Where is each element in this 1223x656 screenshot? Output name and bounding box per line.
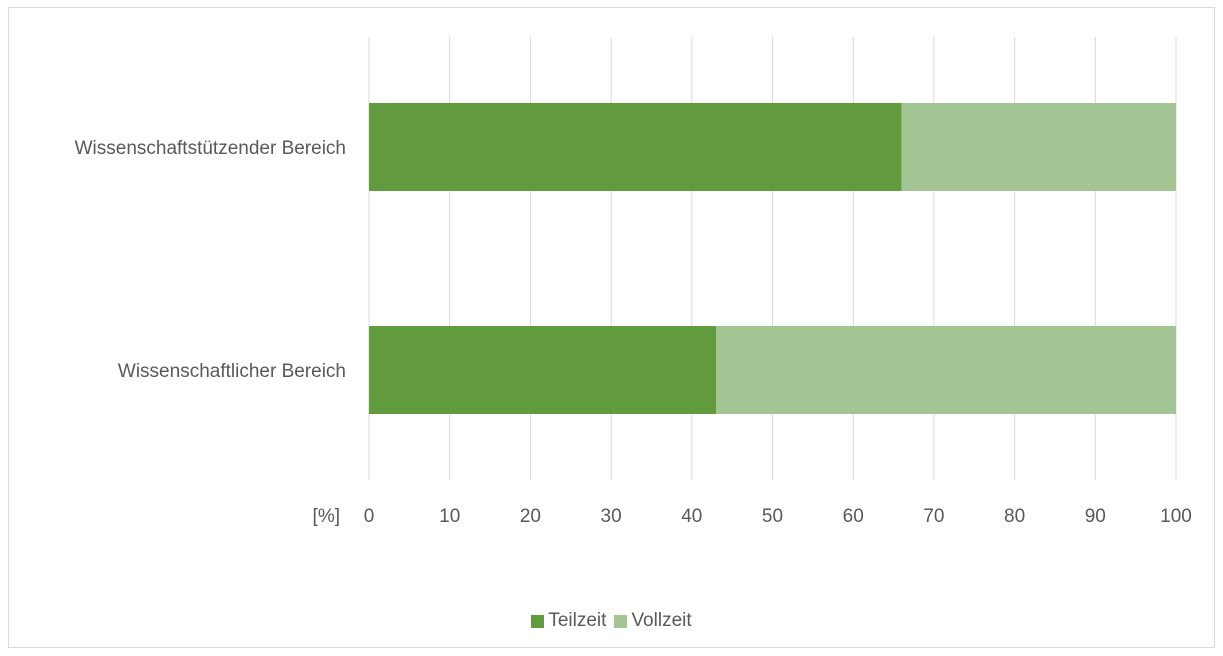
bars [369,103,1176,414]
category-label-1: Wissenschaftlicher Bereich [118,361,346,382]
x-tick-label-60: 60 [843,506,864,527]
x-tick-label-0: 0 [364,506,375,527]
x-tick-label-40: 40 [681,506,702,527]
bar-teilzeit-0 [369,103,902,191]
tick-labels: 0 10 20 30 40 50 60 70 80 90 100 [364,506,1192,527]
x-tick-label-80: 80 [1004,506,1025,527]
x-tick-label-90: 90 [1085,506,1106,527]
x-tick-label-30: 30 [601,506,622,527]
legend-item-teilzeit: Teilzeit [531,610,606,632]
legend: Teilzeit Vollzeit [0,610,1223,632]
x-tick-label-100: 100 [1160,506,1192,527]
legend-label-vollzeit: Vollzeit [631,610,692,631]
x-tick-label-50: 50 [762,506,783,527]
category-labels: Wissenschaftstützender Bereich Wissenscha… [75,138,346,382]
x-tick-label-10: 10 [439,506,460,527]
bar-teilzeit-1 [369,326,717,414]
legend-swatch-teilzeit [531,614,545,628]
bar-vollzeit-0 [901,103,1176,191]
category-label-0: Wissenschaftstützender Bereich [75,138,346,159]
legend-item-vollzeit: Vollzeit [614,610,692,632]
legend-swatch-vollzeit [614,614,628,628]
bar-vollzeit-1 [716,326,1176,414]
x-tick-label-70: 70 [923,506,944,527]
x-tick-label-20: 20 [520,506,541,527]
legend-label-teilzeit: Teilzeit [548,610,607,631]
x-axis-unit-label: [%] [313,506,340,527]
